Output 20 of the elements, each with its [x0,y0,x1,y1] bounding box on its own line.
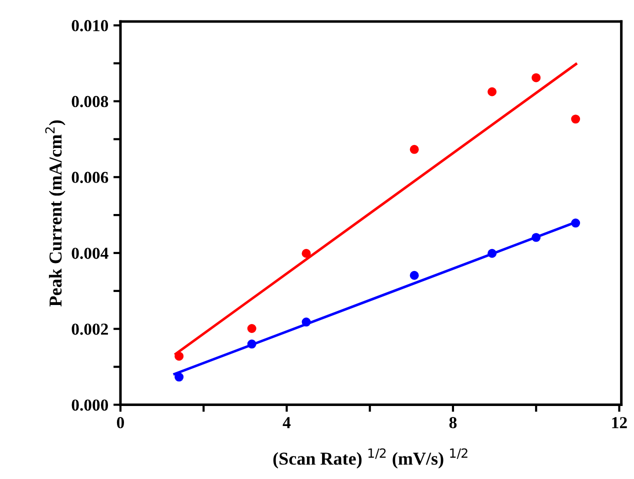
y-tick-label: 0.008 [72,96,108,108]
y-axis-title: Peak Current (mA/cm$^{2}$) [45,120,66,306]
point [571,114,580,124]
point [302,248,311,258]
y-tick-label: 0.000 [72,399,108,411]
y-tick-label: 0.006 [72,172,108,184]
x-tick-label: 8 [449,417,457,428]
point [247,324,256,333]
point [174,372,184,382]
point [410,270,419,280]
x-axis-title: (Scan Rate) $^{1/2}$ (mV/s) $^{1/2}$ [273,448,468,468]
point [532,73,541,82]
y-tick-label: 0.002 [72,324,108,335]
point [410,144,419,154]
point [488,87,497,96]
x-tick-label: 4 [282,417,291,428]
y-tick-label: 0.004 [72,248,108,260]
x-tick-label: 0 [116,417,124,428]
y-tick-label: 0.010 [72,20,108,32]
x-tick-label: 12 [612,417,627,428]
